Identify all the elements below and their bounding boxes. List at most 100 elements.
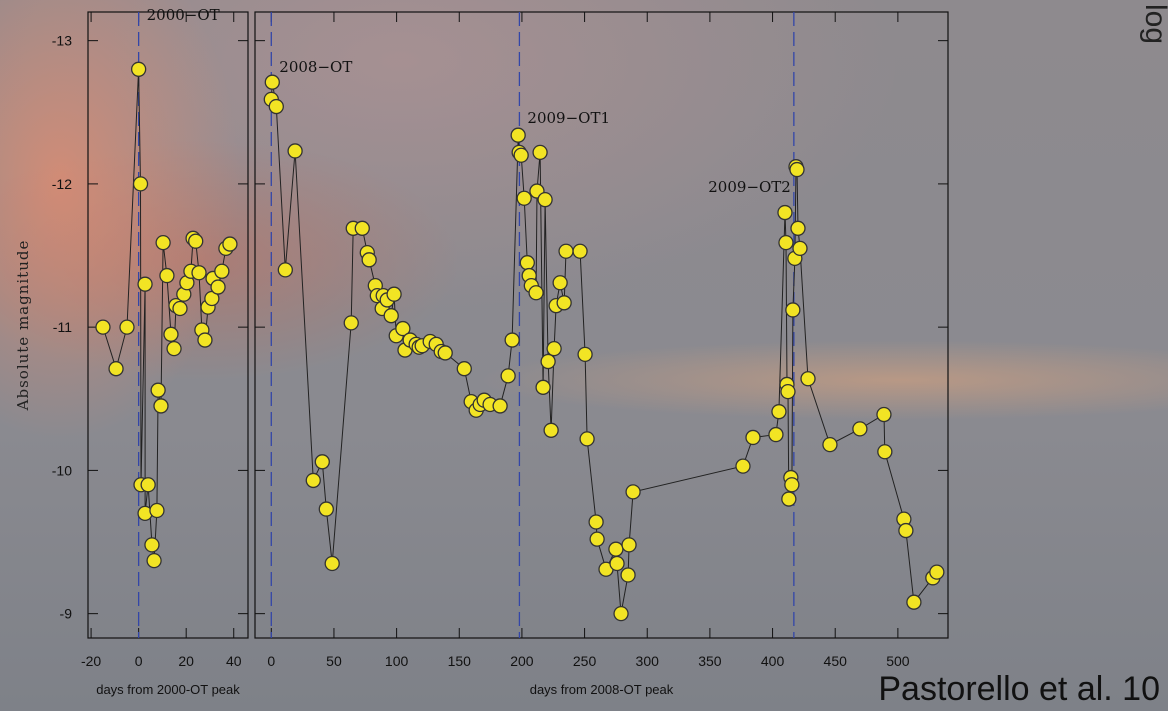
- data-point: [386, 286, 402, 302]
- data-point: [785, 302, 801, 318]
- data-point: [172, 300, 188, 317]
- data-point: [510, 127, 526, 143]
- data-point: [119, 319, 135, 335]
- data-point: [558, 243, 574, 259]
- data-point: [588, 514, 604, 530]
- data-point: [735, 458, 751, 474]
- data-point: [159, 267, 175, 284]
- data-point: [146, 552, 162, 569]
- data-point: [137, 276, 153, 292]
- data-point: [149, 502, 165, 519]
- y-tick-label: -13: [52, 33, 72, 49]
- y-tick-label: -12: [52, 176, 72, 192]
- data-point: [579, 431, 595, 447]
- data-point: [540, 353, 556, 370]
- data-point: [361, 252, 377, 268]
- y-tick-label: -11: [53, 319, 72, 335]
- data-point: [778, 234, 794, 251]
- data-point: [745, 429, 761, 446]
- plot-frame: [87, 11, 249, 639]
- data-point: [343, 315, 359, 331]
- data-point: [528, 285, 544, 301]
- data-point: [621, 537, 637, 553]
- data-point: [877, 444, 893, 460]
- data-point: [577, 346, 593, 363]
- data-point: [305, 472, 321, 489]
- data-point: [130, 61, 147, 77]
- x-tick-label: 40: [226, 653, 242, 669]
- plot-area: [263, 74, 945, 622]
- plot-area: [95, 61, 238, 569]
- data-point: [277, 262, 293, 278]
- data-point: [95, 319, 111, 335]
- data-point: [613, 605, 629, 622]
- data-point: [625, 484, 641, 500]
- data-point: [572, 243, 588, 259]
- data-point: [800, 371, 816, 387]
- x-tick-label: 200: [510, 653, 534, 669]
- y-tick-label: -10: [52, 462, 72, 478]
- data-point: [822, 436, 838, 453]
- x-tick-label: 20: [178, 653, 194, 669]
- x-tick-label: 100: [385, 653, 409, 669]
- data-point: [532, 144, 548, 161]
- data-point: [516, 190, 532, 206]
- data-point: [318, 501, 334, 517]
- x-tick-label: 0: [135, 653, 143, 669]
- x-tick-label: 500: [886, 653, 910, 669]
- x-axis-title: days from 2008-OT peak: [530, 682, 674, 697]
- data-point: [789, 161, 805, 178]
- data-point: [546, 340, 562, 357]
- data-point: [492, 398, 508, 414]
- data-point: [155, 234, 171, 251]
- data-point: [898, 522, 914, 539]
- data-point: [456, 361, 472, 377]
- x-tick-label: 250: [573, 653, 597, 669]
- data-point: [214, 263, 230, 279]
- data-point: [552, 275, 568, 291]
- data-point: [395, 320, 411, 337]
- data-point: [191, 265, 207, 281]
- x-tick-label: -20: [81, 653, 101, 669]
- data-point: [556, 295, 572, 311]
- citation: Pastorello et al. 10: [878, 670, 1160, 708]
- data-point: [287, 143, 303, 159]
- data-point: [437, 345, 453, 361]
- data-point: [166, 340, 182, 357]
- data-point: [609, 555, 625, 572]
- x-axis-title: days from 2000-OT peak: [96, 682, 240, 697]
- data-point: [792, 240, 808, 257]
- data-point: [140, 477, 156, 493]
- data-point: [929, 564, 945, 580]
- data-point: [589, 531, 605, 547]
- data-point: [608, 541, 624, 557]
- data-point: [771, 404, 787, 420]
- x-tick-label: 450: [824, 653, 848, 669]
- x-tick-label: 300: [636, 653, 660, 669]
- data-point: [324, 555, 340, 572]
- x-tick-label: 350: [698, 653, 722, 669]
- data-line: [270, 82, 938, 614]
- data-point: [354, 220, 370, 236]
- data-point: [906, 594, 922, 610]
- data-point: [188, 233, 204, 249]
- data-point: [108, 361, 124, 377]
- data-point: [264, 74, 280, 90]
- data-point: [314, 454, 330, 470]
- x-tick-label: 400: [761, 653, 785, 669]
- y-tick-label: -9: [60, 606, 73, 622]
- data-point: [790, 220, 806, 236]
- data-point: [784, 477, 800, 493]
- event-label: 2008−OT: [279, 58, 352, 76]
- data-point: [504, 332, 520, 348]
- event-label: 2000−OT: [147, 6, 220, 24]
- plot-frame: [254, 11, 949, 639]
- data-point: [535, 379, 551, 395]
- event-label: 2009−OT2: [708, 178, 791, 196]
- data-point: [197, 332, 213, 348]
- y-axis-title: Absolute magnitude: [14, 240, 32, 412]
- data-point: [543, 422, 559, 438]
- x-tick-label: 150: [448, 653, 472, 669]
- data-point: [768, 426, 784, 443]
